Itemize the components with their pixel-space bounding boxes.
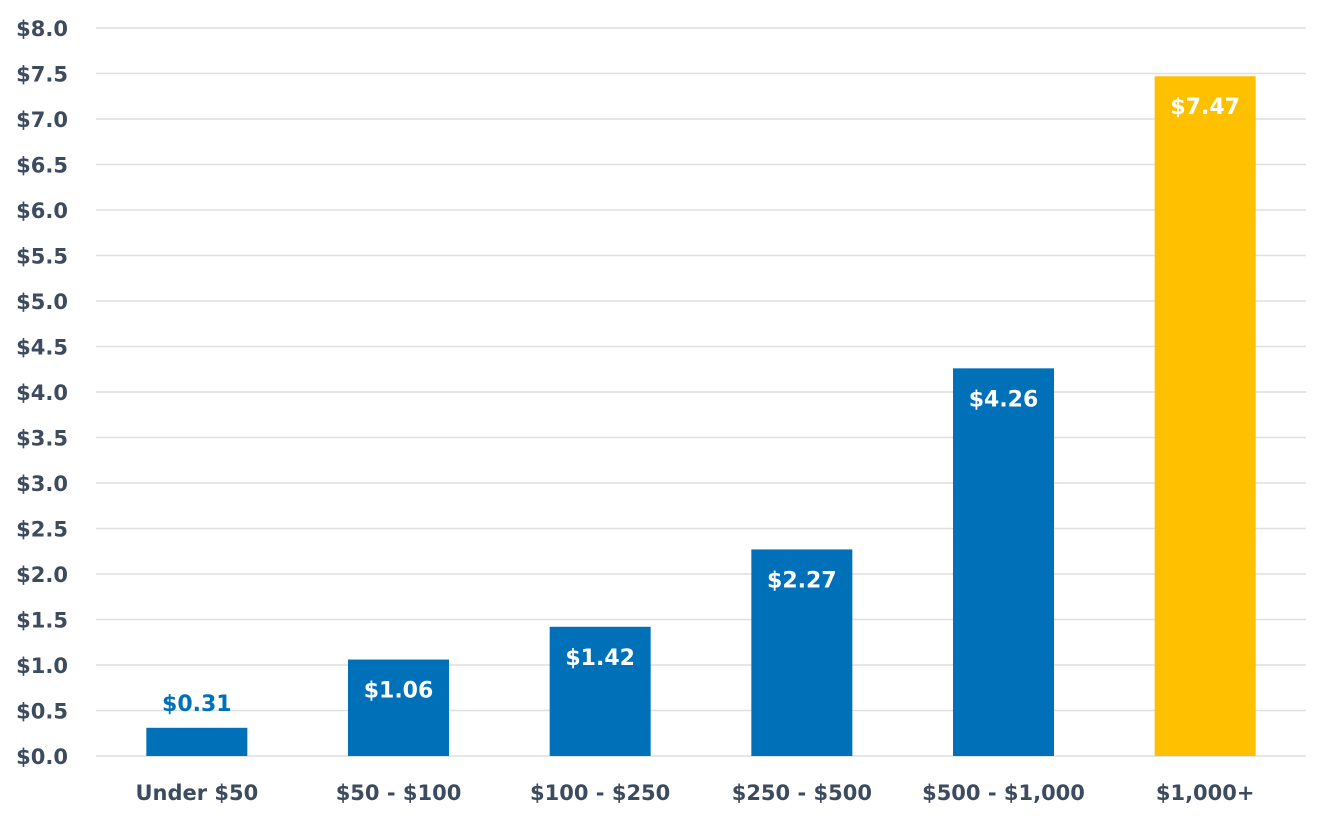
y-tick-label: $4.5 xyxy=(16,336,68,360)
y-tick-label: $4.0 xyxy=(16,381,68,405)
bar xyxy=(1154,76,1256,757)
bar-data-labels: $0.31 $1.06 $1.42 $2.27 $4.26 $7.47 xyxy=(162,95,1240,717)
x-tick-label: $250 - $500 xyxy=(732,781,872,805)
x-tick-label: $50 - $100 xyxy=(336,781,462,805)
y-tick-label: $1.0 xyxy=(16,654,68,678)
bar-value-label: $1.06 xyxy=(364,679,434,704)
y-tick-label: $5.5 xyxy=(16,245,68,269)
x-tick-label: $500 - $1,000 xyxy=(922,781,1085,805)
bar xyxy=(953,368,1054,756)
bar-value-label: $0.31 xyxy=(162,692,232,717)
bar xyxy=(146,727,248,756)
x-tick-label: $1,000+ xyxy=(1156,781,1255,805)
y-tick-label: $3.0 xyxy=(16,472,68,496)
y-tick-label: $5.0 xyxy=(16,290,68,314)
x-tick-label: Under $50 xyxy=(135,781,258,805)
x-tick-label: $100 - $250 xyxy=(530,781,670,805)
bar xyxy=(348,659,449,756)
y-tick-label: $2.0 xyxy=(16,563,68,587)
x-axis-ticks: Under $50 $50 - $100 $100 - $250 $250 - $50… xyxy=(135,781,1254,805)
bars xyxy=(146,76,1256,757)
y-tick-label: $2.5 xyxy=(16,518,68,542)
bar xyxy=(549,626,651,756)
y-tick-label: $7.5 xyxy=(16,63,68,87)
y-axis-ticks: $0.0 $0.5 $1.0 $1.5 $2.0 $2.5 $3.0 $3.5 $4.0 $4.5… xyxy=(16,17,68,769)
gridlines xyxy=(96,27,1306,757)
y-tick-label: $7.0 xyxy=(16,108,68,132)
bar xyxy=(751,549,853,756)
bar-value-label: $1.42 xyxy=(565,646,635,671)
y-tick-label: $8.0 xyxy=(16,17,68,41)
bar-value-label: $4.26 xyxy=(969,387,1039,412)
y-tick-label: $3.5 xyxy=(16,427,68,451)
bar-value-label: $7.47 xyxy=(1170,95,1240,120)
y-tick-label: $6.0 xyxy=(16,199,68,223)
bar-value-label: $2.27 xyxy=(767,568,837,593)
y-tick-label: $1.5 xyxy=(16,609,68,633)
y-tick-label: $6.5 xyxy=(16,154,68,178)
y-tick-label: $0.0 xyxy=(16,745,68,769)
y-tick-label: $0.5 xyxy=(16,700,68,724)
